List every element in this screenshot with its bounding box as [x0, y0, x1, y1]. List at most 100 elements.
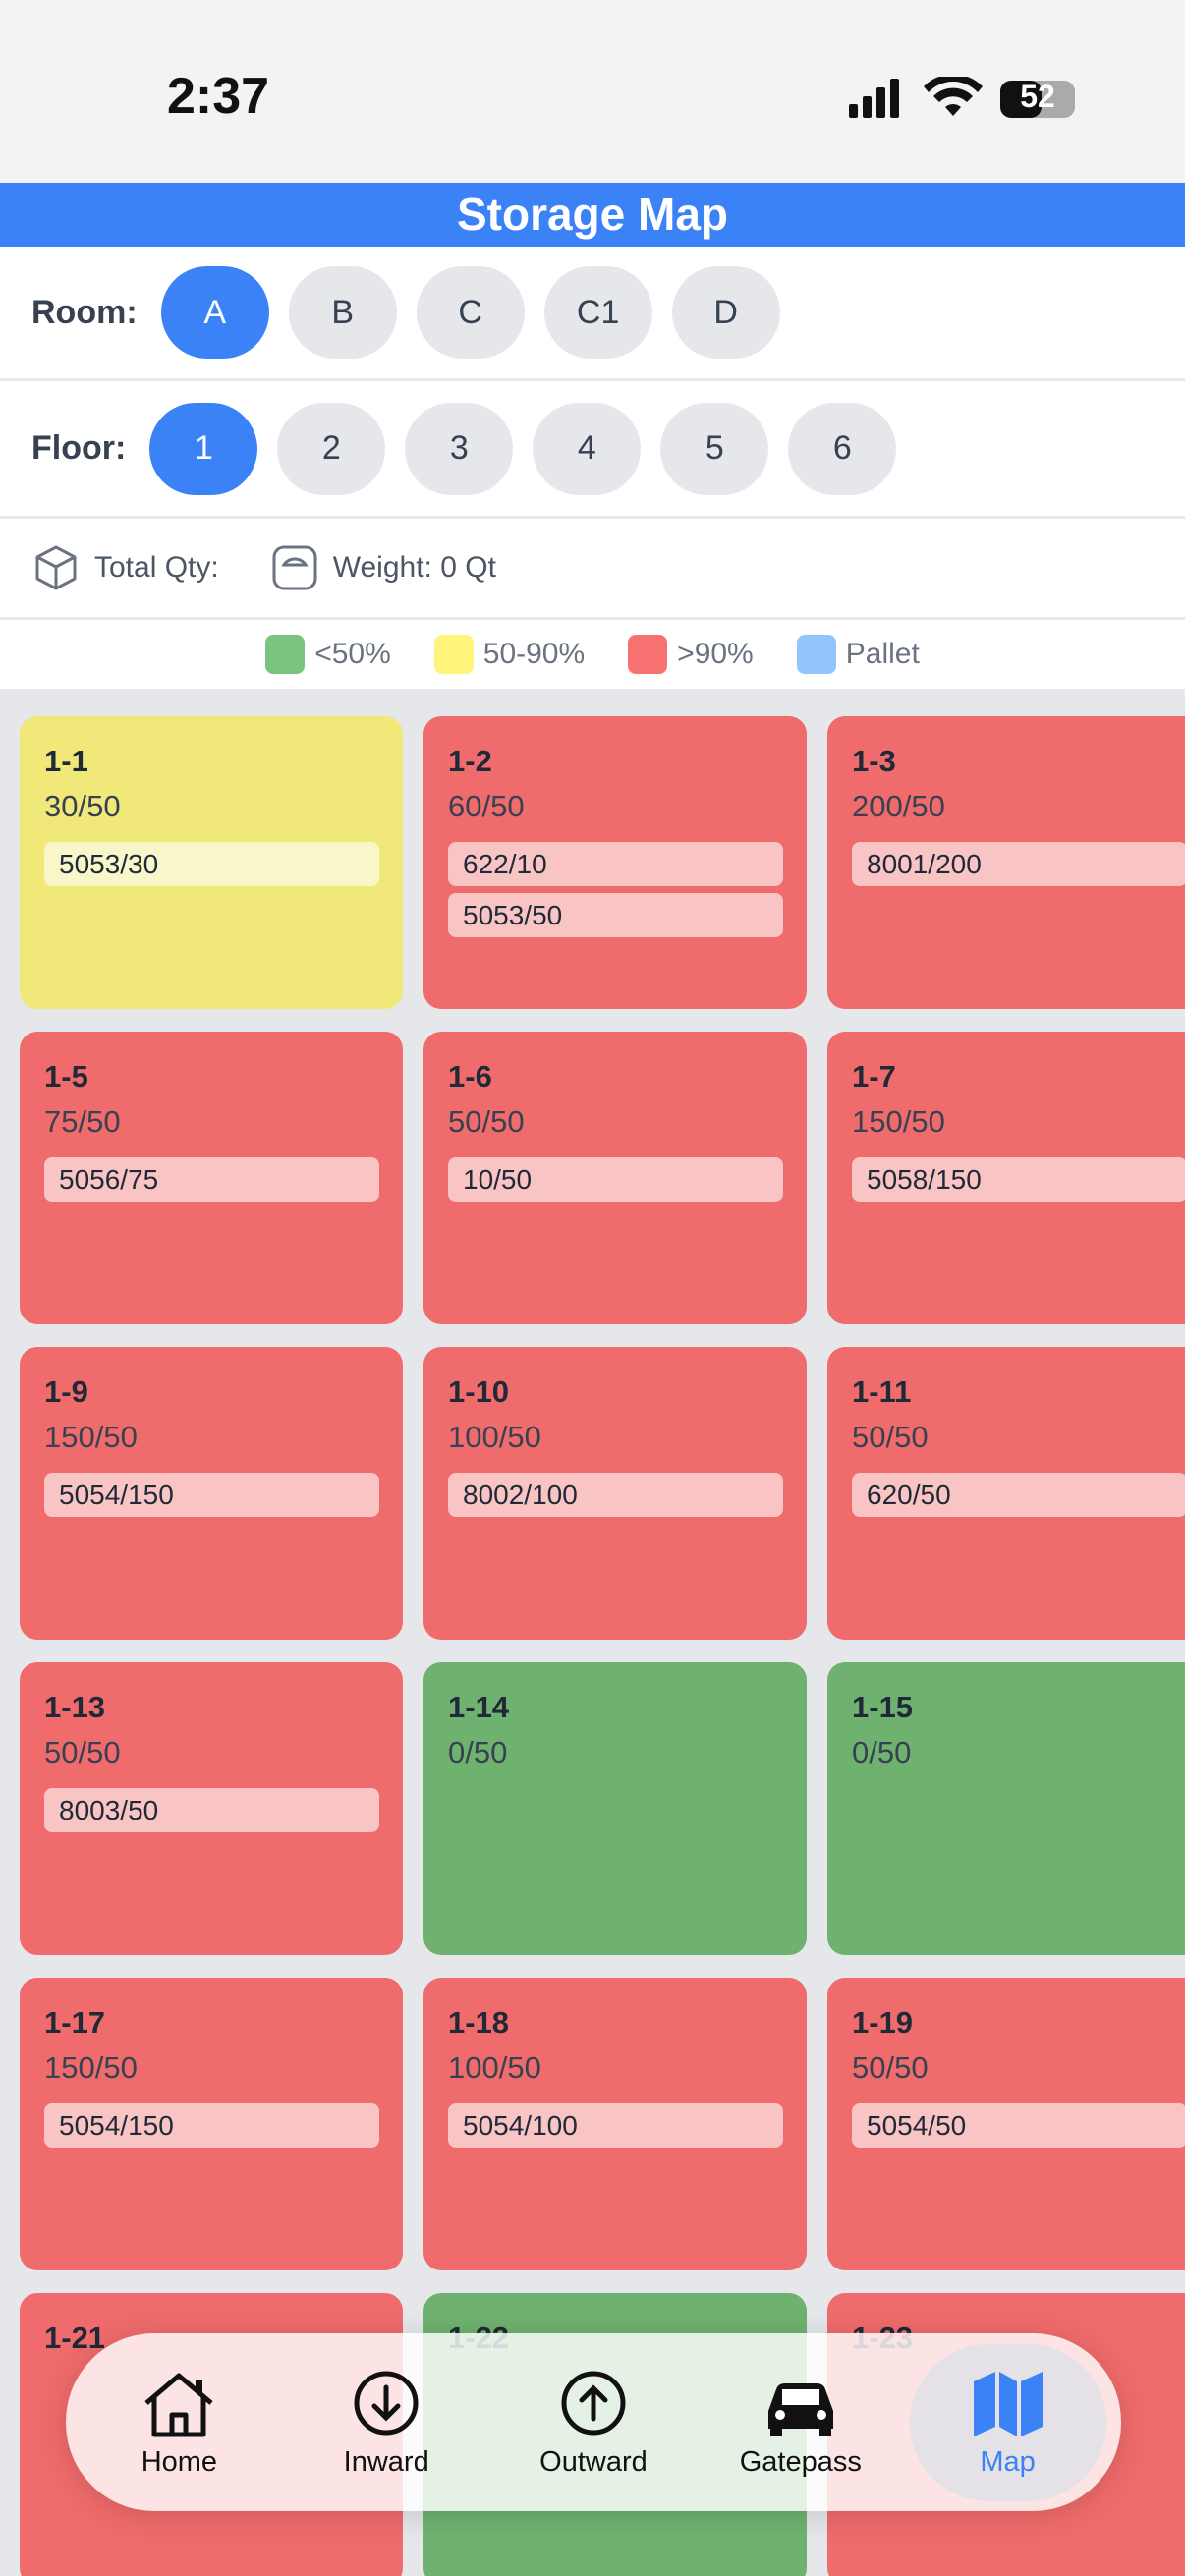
storage-cell[interactable]: 1-10 100/50 8002/100 — [423, 1347, 807, 1640]
room-button[interactable]: B — [288, 266, 397, 359]
cell-id: 1-6 — [448, 1059, 492, 1093]
tab-item[interactable]: Map — [909, 2343, 1106, 2501]
storage-cell[interactable]: 1-3 200/50 8001/200 — [827, 716, 1185, 1009]
legend-swatch — [433, 635, 474, 674]
cell-id: 1-2 — [448, 744, 492, 778]
legend-swatch — [796, 635, 836, 674]
cell-id: 1-1 — [44, 744, 88, 778]
legend: <50% 50-90% >90% Pallet — [0, 620, 1185, 692]
floor-button[interactable]: 6 — [788, 402, 897, 495]
legend-item: <50% — [265, 635, 391, 674]
floor-label: Floor: — [31, 429, 127, 467]
summary-row: Total Qty: Weight: 0 Qt — [0, 519, 1185, 620]
cell-id: 1-7 — [852, 1059, 896, 1093]
legend-item: 50-90% — [433, 635, 586, 674]
cell-qty: 50/50 — [852, 1420, 929, 1454]
cell-id: 1-11 — [852, 1374, 912, 1409]
cell-qty: 60/50 — [448, 789, 525, 823]
cell-id: 1-10 — [448, 1374, 510, 1409]
title-bar: Storage Map — [0, 183, 1185, 247]
status-icons — [849, 77, 1075, 118]
cell-qty: 0/50 — [852, 1735, 912, 1769]
lot-chip: 5054/100 — [448, 2103, 783, 2148]
cell-id: 1-19 — [852, 2005, 914, 2040]
legend-label: <50% — [314, 638, 391, 670]
floor-button[interactable]: 5 — [660, 402, 769, 495]
legend-item: >90% — [628, 635, 754, 674]
lot-chip: 5058/150 — [852, 1157, 1185, 1202]
tab-label: Home — [141, 2446, 218, 2478]
floor-button[interactable]: 3 — [405, 402, 514, 495]
room-selector: Room: A B C C1 D — [0, 247, 1185, 381]
floor-button[interactable]: 2 — [277, 402, 386, 495]
cell-qty: 150/50 — [44, 1420, 138, 1454]
cell-id: 1-15 — [852, 1690, 914, 1724]
cell-id: 1-18 — [448, 2005, 510, 2040]
storage-cell[interactable]: 1-18 100/50 5054/100 — [423, 1978, 807, 2270]
tab-label: Map — [980, 2446, 1036, 2478]
tab-icon — [561, 2371, 626, 2436]
lot-chip: 5054/150 — [44, 2103, 379, 2148]
tab-bar: Home Inward Outward Gatepass Map — [66, 2333, 1121, 2511]
lot-chip: 5053/30 — [44, 842, 379, 886]
status-bar: 2:37 52 — [0, 0, 1185, 183]
tab-item[interactable]: Gatepass — [703, 2344, 899, 2501]
room-button[interactable]: C1 — [543, 266, 652, 359]
cell-id: 1-14 — [448, 1690, 510, 1724]
tab-item[interactable]: Outward — [495, 2344, 692, 2501]
storage-cell[interactable]: 1-15 0/50 — [827, 1662, 1185, 1955]
storage-cell[interactable]: 1-1 30/50 5053/30 — [20, 716, 403, 1009]
tab-icon — [973, 2372, 1043, 2436]
room-label: Room: — [31, 293, 138, 331]
floor-button[interactable]: 4 — [533, 402, 642, 495]
cell-qty: 0/50 — [448, 1735, 508, 1769]
legend-swatch — [265, 635, 306, 674]
tab-item[interactable]: Home — [81, 2344, 277, 2501]
cell-id: 1-3 — [852, 744, 896, 778]
storage-cell[interactable]: 1-7 150/50 5058/150 — [827, 1032, 1185, 1324]
storage-cell[interactable]: 1-19 50/50 5054/50 — [827, 1978, 1185, 2270]
lot-chip: 620/50 — [852, 1473, 1185, 1517]
cell-id: 1-17 — [44, 2005, 106, 2040]
legend-label: >90% — [677, 638, 754, 670]
lot-chip: 8003/50 — [44, 1788, 379, 1832]
lot-chip: 5056/75 — [44, 1157, 379, 1202]
storage-cell[interactable]: 1-13 50/50 8003/50 — [20, 1662, 403, 1955]
lot-chip: 622/10 — [448, 842, 783, 886]
lot-chip: 10/50 — [448, 1157, 783, 1202]
cell-qty: 50/50 — [44, 1735, 121, 1769]
clock: 2:37 — [167, 68, 270, 125]
lot-chip: 5053/50 — [448, 893, 783, 937]
storage-cell[interactable]: 1-17 150/50 5054/150 — [20, 1978, 403, 2270]
cell-id: 1-21 — [44, 2321, 106, 2355]
battery-level: 52 — [1020, 79, 1055, 114]
cell-qty: 50/50 — [448, 1104, 525, 1139]
cell-qty: 75/50 — [44, 1104, 121, 1139]
cell-qty: 50/50 — [852, 2050, 929, 2085]
storage-cell[interactable]: 1-2 60/50 622/10 5053/50 — [423, 716, 807, 1009]
floor-button[interactable]: 1 — [149, 402, 258, 495]
storage-cell[interactable]: 1-9 150/50 5054/150 — [20, 1347, 403, 1640]
lot-chip: 8002/100 — [448, 1473, 783, 1517]
storage-cell[interactable]: 1-5 75/50 5056/75 — [20, 1032, 403, 1324]
storage-cell[interactable]: 1-6 50/50 10/50 — [423, 1032, 807, 1324]
cell-id: 1-9 — [44, 1374, 88, 1409]
legend-swatch — [628, 635, 668, 674]
cell-qty: 200/50 — [852, 789, 945, 823]
total-qty: Total Qty: — [94, 551, 219, 584]
legend-label: 50-90% — [482, 638, 586, 670]
cell-qty: 100/50 — [448, 2050, 541, 2085]
storage-cell[interactable]: 1-14 0/50 — [423, 1662, 807, 1955]
storage-cell[interactable]: 1-11 50/50 620/50 — [827, 1347, 1185, 1640]
cell-qty: 100/50 — [448, 1420, 541, 1454]
tab-item[interactable]: Inward — [288, 2344, 484, 2501]
weight: Weight: 0 Qt — [332, 551, 496, 584]
tab-icon — [354, 2371, 419, 2436]
cell-qty: 30/50 — [44, 789, 121, 823]
tab-label: Gatepass — [739, 2446, 862, 2478]
room-button[interactable]: C — [416, 266, 525, 359]
room-button[interactable]: A — [160, 266, 269, 359]
room-button[interactable]: D — [671, 266, 780, 359]
lot-chip: 5054/50 — [852, 2103, 1185, 2148]
